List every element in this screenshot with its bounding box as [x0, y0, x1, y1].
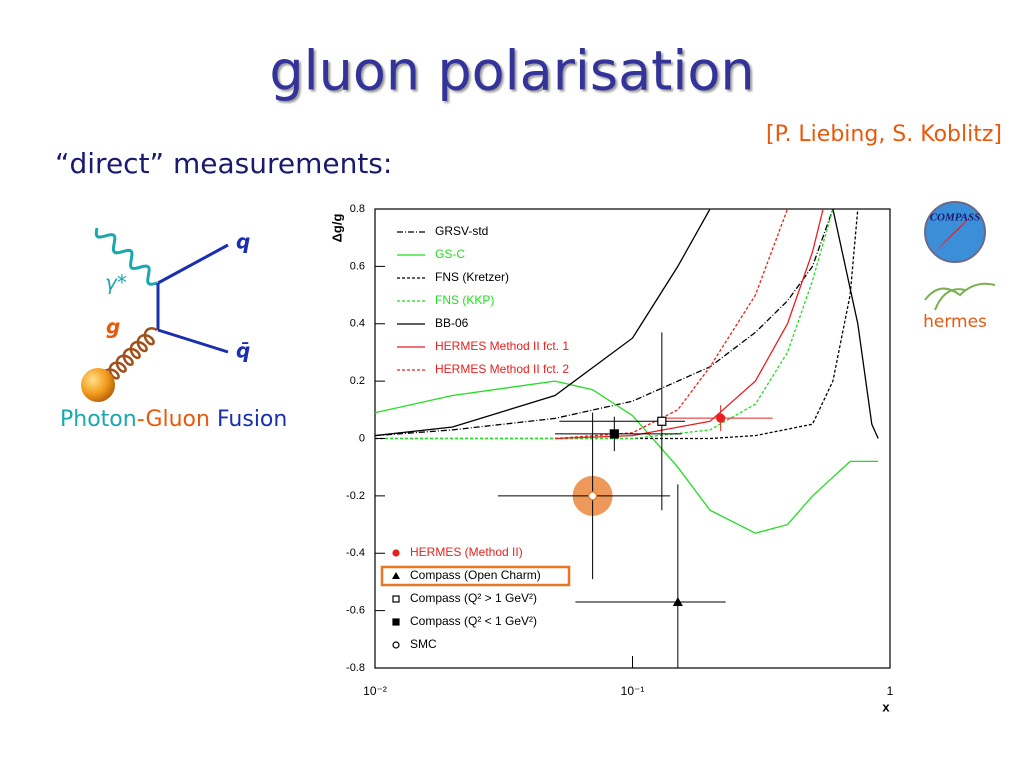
slide-title: gluon polarisation [269, 40, 754, 103]
legend-label: HERMES Method II fct. 1 [435, 339, 569, 353]
legend-label: HERMES (Method II) [410, 545, 523, 559]
curve [375, 380, 879, 534]
curve [375, 209, 834, 440]
marker [392, 572, 400, 579]
quark-line [157, 243, 229, 285]
y-tick-label: 0.8 [350, 203, 365, 215]
marker [392, 641, 400, 649]
measurement [497, 412, 671, 580]
quark-label: q [236, 230, 250, 254]
caption-part: Fusion [210, 407, 287, 432]
marker [609, 429, 619, 439]
y-axis-label: Δg/g [329, 214, 344, 243]
hermes-wings [924, 282, 996, 311]
marker [392, 595, 400, 603]
legend-box [380, 565, 571, 587]
legend-label: GS-C [435, 247, 465, 261]
legend-label: BB-06 [435, 316, 469, 330]
measurement [559, 332, 686, 511]
y-tick-label: 0 [359, 432, 365, 444]
legend-label: HERMES Method II fct. 2 [435, 362, 569, 376]
proton [81, 368, 115, 402]
y-tick-label: -0.2 [346, 490, 365, 502]
legend-label: Compass (Q² > 1 GeV²) [410, 591, 537, 605]
legend-label: GRSV-std [435, 224, 488, 238]
quark-line [157, 328, 229, 354]
legend-label: FNS (KKP) [435, 293, 494, 307]
citation: [P. Liebing, S. Koblitz] [766, 122, 1002, 147]
curve [375, 209, 879, 439]
curve [554, 209, 789, 440]
gluon-line [101, 327, 158, 387]
y-tick-label: 0.4 [350, 318, 365, 330]
marker [657, 416, 667, 426]
photon-line [94, 227, 158, 286]
curve [554, 209, 824, 440]
measurement [661, 405, 773, 432]
x-tick-label: 1 [887, 684, 894, 698]
x-tick-label: 10⁻² [363, 684, 387, 698]
compass-logo-text: COMPASS [930, 212, 981, 224]
legend-label: Compass (Q² < 1 GeV²) [410, 614, 537, 628]
y-tick-label: -0.4 [346, 547, 365, 559]
compass-needle [935, 212, 975, 252]
measurement [554, 416, 682, 452]
caption: Photon-Gluon Fusion [60, 407, 287, 432]
curve [375, 209, 859, 440]
marker [716, 413, 726, 423]
marker [588, 491, 598, 501]
hermes-logo-text: hermes [923, 312, 987, 332]
gluon-label: g [106, 315, 120, 339]
x-axis-label: x [882, 699, 890, 714]
legend-label: SMC [410, 637, 437, 651]
curves [375, 209, 879, 534]
caption-part: Photon [60, 407, 137, 432]
photon-label: γ* [105, 271, 127, 295]
legend-label: FNS (Kretzer) [435, 270, 509, 284]
y-tick-label: -0.8 [346, 662, 365, 674]
y-tick-label: 0.6 [350, 260, 365, 272]
legend-label: Compass (Open Charm) [410, 568, 541, 582]
x-tick-label: 10⁻¹ [621, 684, 645, 698]
y-tick-label: -0.6 [346, 605, 365, 617]
marker [392, 618, 400, 626]
caption-part: -Gluon [137, 407, 210, 432]
marker [672, 597, 683, 607]
measurement [575, 484, 726, 668]
subtitle: “direct” measurements: [55, 147, 392, 180]
feynman-diagram [94, 227, 229, 387]
antiquark-label: q̄ [236, 339, 250, 363]
y-tick-label: 0.2 [350, 375, 365, 387]
marker [392, 549, 400, 557]
